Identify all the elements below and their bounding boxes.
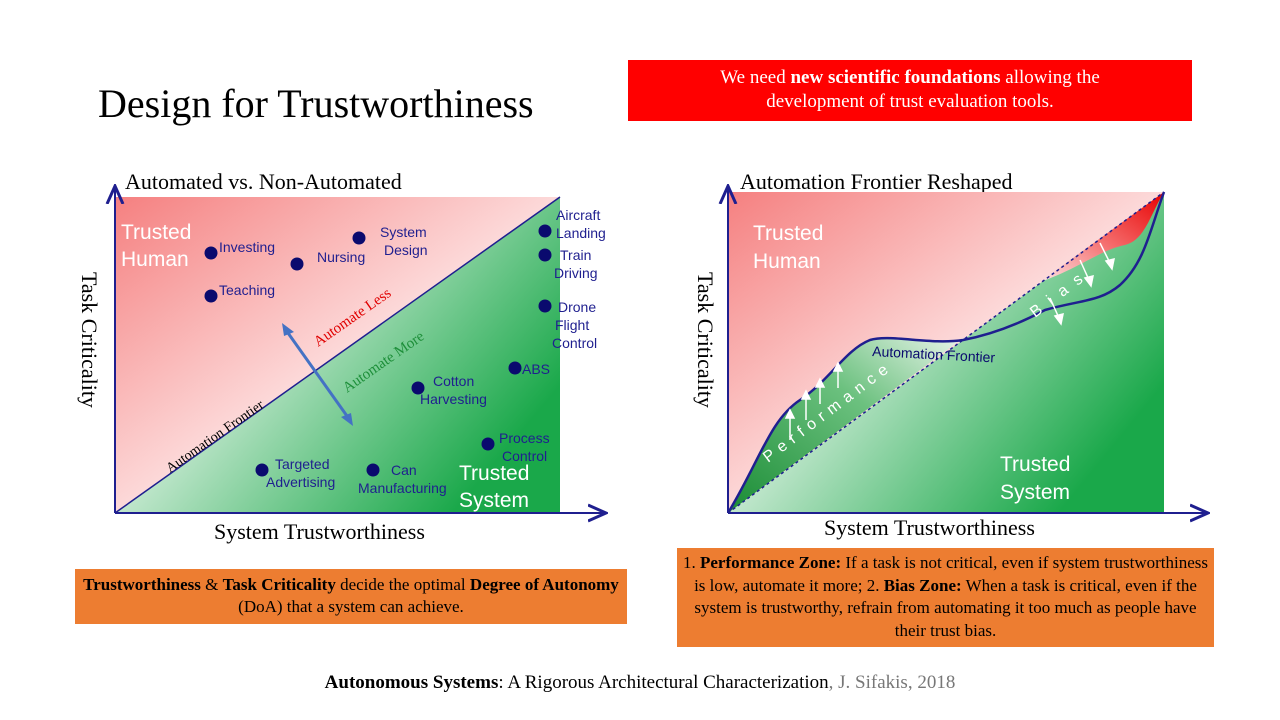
data-point-label: Investing bbox=[219, 239, 275, 255]
citation-footer: Autonomous Systems: A Rigorous Architect… bbox=[0, 672, 1280, 694]
data-point-dot bbox=[411, 381, 425, 395]
automate-double-arrow bbox=[282, 323, 353, 426]
right-trusted-human-label: Trusted Human bbox=[753, 222, 829, 273]
data-point-dot bbox=[538, 299, 552, 313]
data-point-label: System Design bbox=[380, 224, 428, 258]
data-point-label: Drone Flight Control bbox=[552, 299, 597, 351]
right-note-num: 1. bbox=[683, 553, 700, 572]
data-point-label: Nursing bbox=[317, 249, 365, 265]
bias-arrows bbox=[1049, 242, 1115, 326]
note-text-2: decide the optimal bbox=[335, 575, 470, 594]
data-point-dot bbox=[538, 248, 552, 262]
note-degree-of-autonomy: Degree of Autonomy bbox=[469, 575, 619, 594]
right-x-axis-label: System Trustworthiness bbox=[824, 515, 1035, 540]
left-x-axis-label: System Trustworthiness bbox=[214, 519, 425, 544]
banner-post: allowing the bbox=[1000, 67, 1100, 88]
bias-zone-heading: Bias Zone: bbox=[883, 575, 962, 595]
reshaped-frontier-curve bbox=[726, 191, 1166, 514]
data-point-dot bbox=[204, 289, 218, 303]
note-task-criticality: Task Criticality bbox=[222, 575, 336, 594]
performance-zone-heading: Performance Zone: bbox=[700, 553, 842, 572]
right-note-box: 1. Performance Zone: If a task is not cr… bbox=[677, 548, 1214, 647]
note-text-1: & bbox=[200, 575, 223, 594]
note-trustworthiness: Trustworthiness bbox=[83, 575, 201, 594]
data-point-label: Train Driving bbox=[554, 247, 598, 281]
data-point-label: ABS bbox=[522, 361, 550, 377]
data-point-dot bbox=[204, 246, 218, 260]
footer-bold: Autonomous Systems bbox=[324, 672, 499, 693]
data-point-dot bbox=[508, 361, 522, 375]
data-point-dot bbox=[290, 257, 304, 271]
footer-author: , J. Sifakis, 2018 bbox=[828, 672, 956, 693]
data-point-dot bbox=[352, 231, 366, 245]
left-trusted-system-label: Trusted System bbox=[459, 462, 535, 512]
data-point-label: Aircraft Landing bbox=[556, 207, 606, 241]
left-chart-title: Automated vs. Non-Automated bbox=[125, 169, 402, 194]
data-point-dot bbox=[481, 437, 495, 451]
left-note-box: Trustworthiness & Task Criticality decid… bbox=[75, 569, 627, 624]
data-point-dot bbox=[366, 463, 380, 477]
data-point-dot bbox=[255, 463, 269, 477]
data-point-label: Targeted Advertising bbox=[266, 456, 335, 490]
data-point-label: Cotton Harvesting bbox=[420, 373, 487, 407]
slide-title: Design for Trustworthiness bbox=[98, 81, 534, 126]
footer-text: : A Rigorous Architectural Characterizat… bbox=[498, 672, 829, 693]
data-point-label: Teaching bbox=[219, 282, 275, 298]
scientific-foundations-banner: We need new scientific foundations allow… bbox=[628, 60, 1192, 121]
right-trusted-system-label: Trusted System bbox=[1000, 453, 1076, 504]
right-diagonal-dashed bbox=[727, 191, 1165, 514]
right-note-text-2: When a task is critical, even if the sys… bbox=[694, 575, 1197, 640]
left-data-points: Investing Nursing System Design Teaching Airc… bbox=[204, 207, 606, 496]
data-point-label: Can Manufacturing bbox=[358, 462, 447, 496]
banner-bold: new scientific foundations bbox=[790, 67, 1001, 88]
right-note-text-1: If a task is not critical, even if syste… bbox=[694, 553, 1208, 595]
banner-line2: development of trust evaluation tools. bbox=[766, 91, 1054, 112]
data-point-label: Process Control bbox=[499, 430, 550, 464]
right-chart-title: Automation Frontier Reshaped bbox=[740, 169, 1013, 194]
left-frontier-line bbox=[114, 196, 561, 514]
note-text-3: (DoA) that a system can achieve. bbox=[238, 597, 464, 616]
left-trusted-human-label: Trusted Human bbox=[121, 221, 197, 271]
right-frontier-label: Automation Frontier bbox=[872, 343, 996, 365]
banner-pre: We need bbox=[720, 67, 791, 88]
performance-arrows bbox=[784, 361, 844, 440]
data-point-dot bbox=[538, 224, 552, 238]
